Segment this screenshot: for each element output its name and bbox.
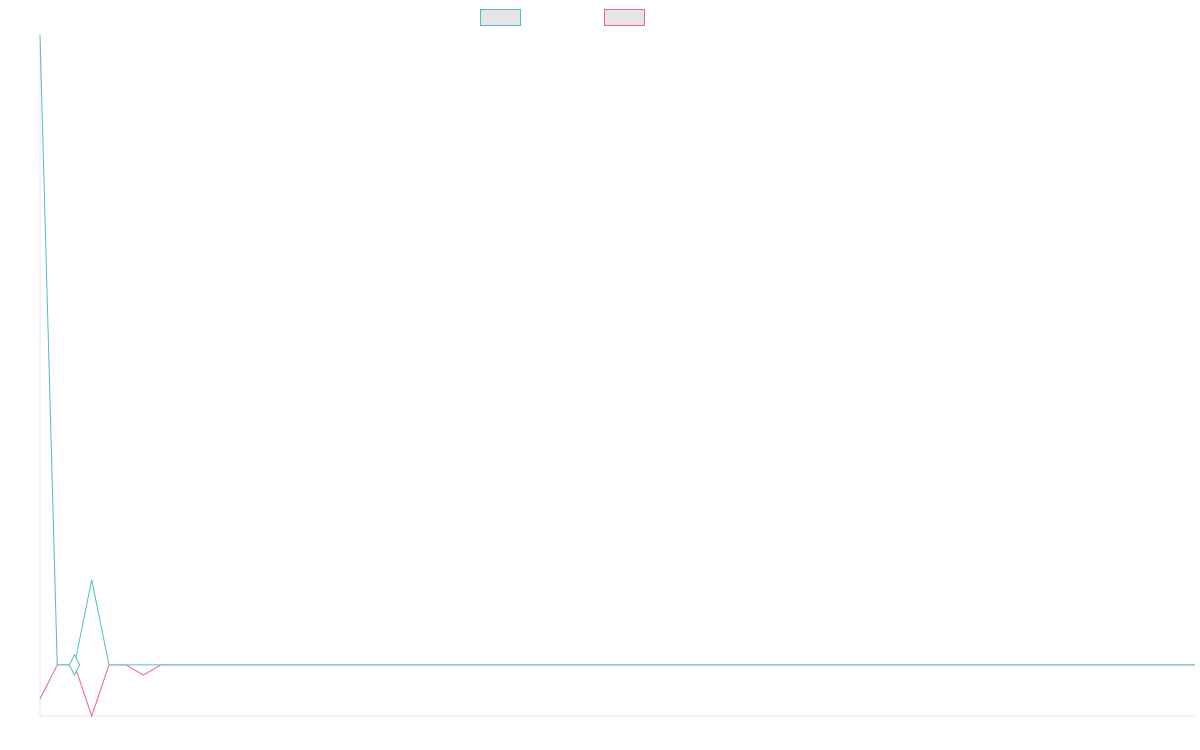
series-line-1 (39, 34, 1195, 666)
legend-swatch-2[interactable] (604, 9, 645, 26)
series-line-2 (39, 664, 1195, 718)
highlight-marker (68, 653, 81, 677)
plot-area (39, 34, 1195, 718)
legend (480, 9, 645, 26)
series-layer (39, 34, 1195, 718)
legend-swatch-1[interactable] (480, 9, 521, 26)
